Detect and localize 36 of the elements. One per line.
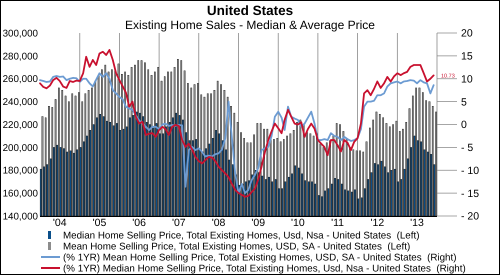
- y-tick-label: 180,000: [2, 166, 39, 177]
- y2-tick-label: 10: [461, 73, 473, 86]
- x-tick-label: '07: [172, 217, 186, 229]
- line-series: [39, 72, 435, 194]
- y2-tick-label: 5: [461, 96, 467, 108]
- y2-tick-label: 20: [461, 28, 473, 40]
- legend-label: (% 1YR) Mean Home Selling Price, Total Existing Homes, USD, SA - United States (Right): [63, 252, 456, 264]
- legend-label: Mean Home Selling Price, Total Existing Homes, USD, SA - United States (Left): [63, 241, 410, 252]
- y2-tick-label: 0: [461, 119, 467, 132]
- y2-tick-label: - 10: [461, 164, 480, 177]
- x-tick-label: '04: [52, 217, 67, 229]
- chart-subtitle: Existing Home Sales - Median & Average Price: [125, 18, 376, 32]
- x-tick-label: '08: [212, 217, 226, 229]
- y2-tick-label: - 5: [461, 142, 474, 154]
- y-tick-label: 300,000: [2, 28, 39, 40]
- legend-label: (% 1YR) Median Home Selling Price, Total Existing Homes, Usd, Nsa - United States (Right): [63, 263, 466, 274]
- y2-tick-label: 15: [461, 50, 473, 63]
- y2-tick-label: - 15: [461, 188, 480, 200]
- x-tick-label: '10: [291, 217, 305, 229]
- y-tick-label: 200,000: [2, 142, 39, 154]
- x-tick-label: '11: [331, 217, 344, 229]
- y2-tick-label: - 20: [461, 210, 480, 223]
- legend-label: Median Home Selling Price, Total Existing Homes, Usd, Nsa - United States (Left): [63, 230, 420, 242]
- y-tick-label: 280,000: [2, 51, 39, 62]
- chart-title: United States: [206, 3, 294, 18]
- y-tick-label: 160,000: [2, 188, 39, 200]
- y-tick-label: 260,000: [2, 74, 39, 86]
- y-tick-label: 240,000: [2, 97, 39, 108]
- y-tick-label: 140,000: [2, 211, 39, 222]
- x-tick-label: '09: [251, 217, 266, 229]
- x-tick-label: '05: [92, 217, 106, 229]
- x-tick-label: '13: [410, 217, 424, 229]
- y-tick-label: 220,000: [2, 120, 39, 131]
- line-series: [39, 49, 435, 198]
- x-tick-label: '06: [132, 217, 146, 229]
- x-tick-label: '12: [370, 217, 384, 229]
